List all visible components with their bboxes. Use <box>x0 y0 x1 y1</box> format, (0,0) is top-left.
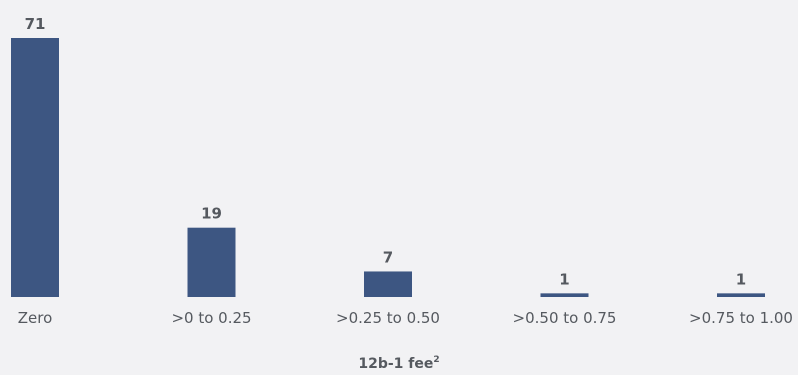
bar-3 <box>540 293 589 297</box>
bars <box>11 38 765 297</box>
x-axis-title-text: 12b-1 fee <box>358 356 433 372</box>
category-labels: Zero >0 to 0.25 >0.25 to 0.50 >0.50 to 0.75… <box>18 309 793 327</box>
bar-2 <box>364 271 412 297</box>
category-label-0: Zero <box>18 309 53 327</box>
x-axis-title: 12b-1 fee2 <box>358 355 439 372</box>
value-label-1: 19 <box>201 205 222 223</box>
value-label-0: 71 <box>25 15 46 33</box>
value-label-3: 1 <box>559 270 569 288</box>
category-label-1: >0 to 0.25 <box>171 309 251 327</box>
category-label-4: >0.75 to 1.00 <box>689 309 793 327</box>
bar-4 <box>717 293 765 297</box>
bar-0 <box>11 38 59 297</box>
category-label-2: >0.25 to 0.50 <box>336 309 440 327</box>
x-axis-title-superscript: 2 <box>433 355 439 365</box>
bar-1 <box>187 227 236 297</box>
value-label-4: 1 <box>736 270 746 288</box>
value-label-2: 7 <box>383 248 393 266</box>
category-label-3: >0.50 to 0.75 <box>513 309 617 327</box>
